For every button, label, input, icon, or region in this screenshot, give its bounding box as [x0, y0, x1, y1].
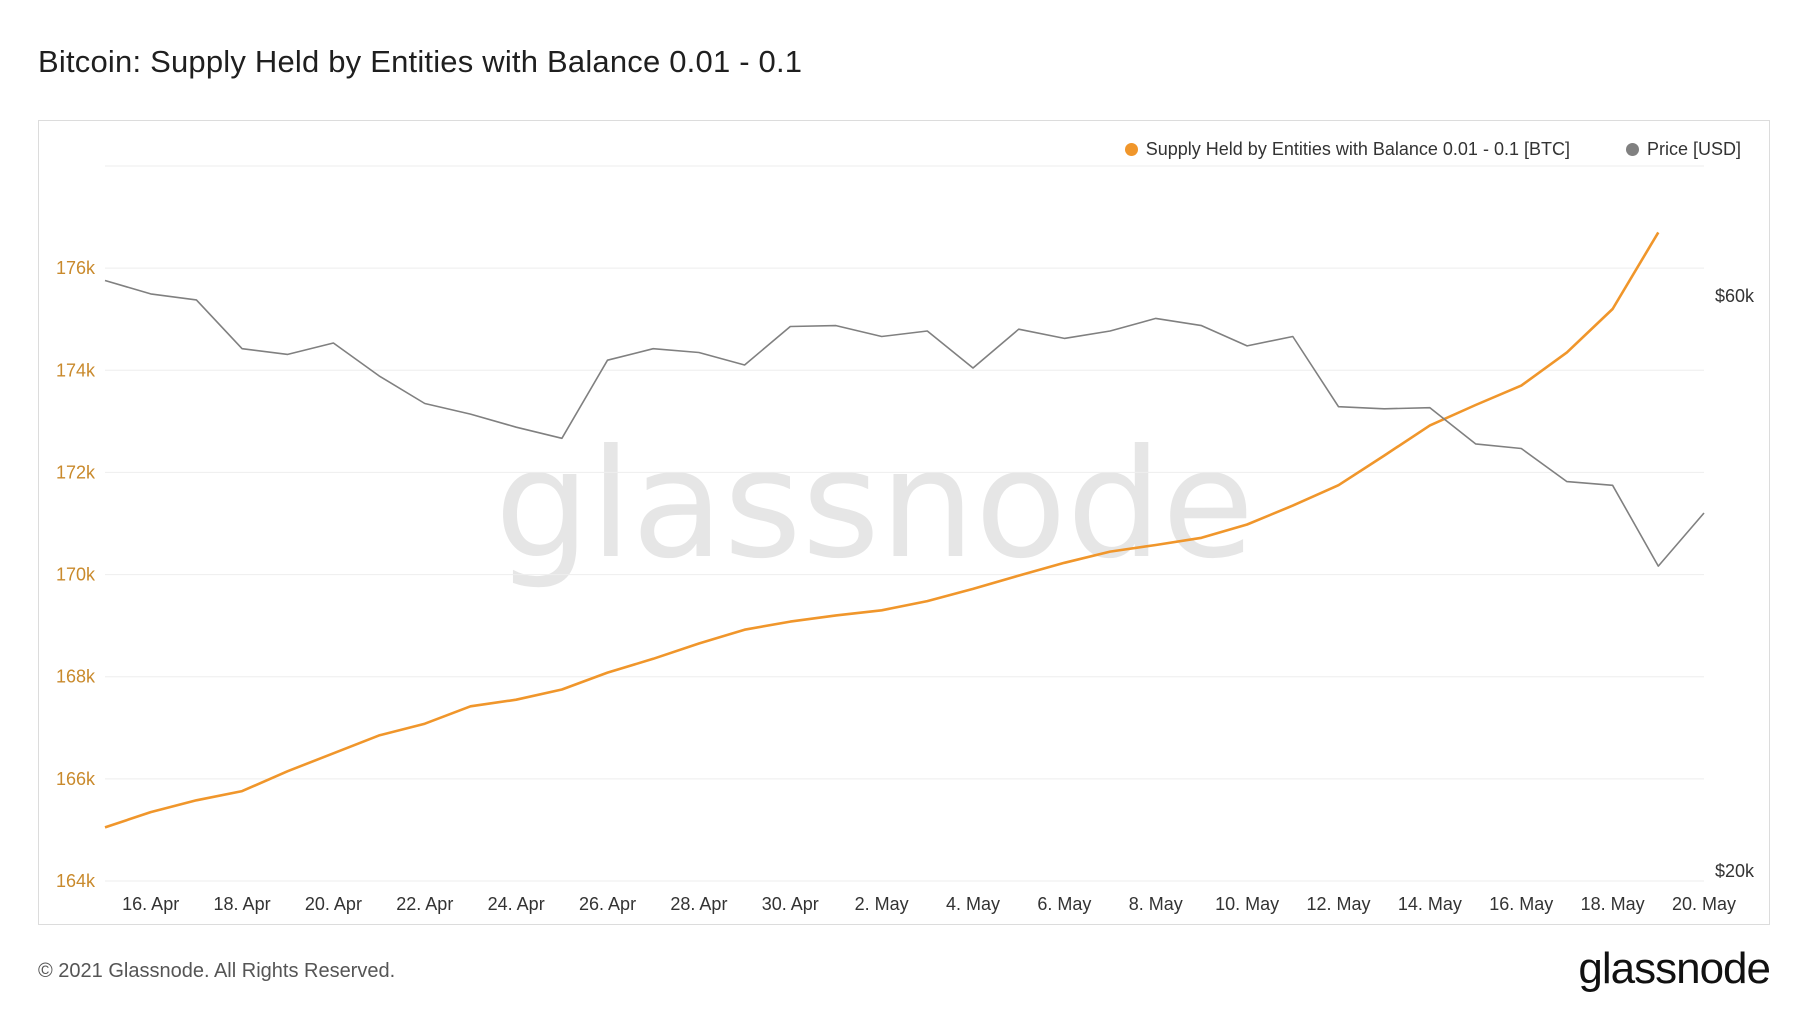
y-left-tick-label: 170k	[56, 565, 96, 585]
legend-item-supply[interactable]: Supply Held by Entities with Balance 0.0…	[1124, 139, 1570, 160]
page-title: Bitcoin: Supply Held by Entities with Ba…	[38, 44, 803, 79]
legend-label-price: Price [USD]	[1646, 139, 1741, 159]
chart-svg: glassnode 164k 166k 168k 170k 172k 174k 176k $20…	[56, 165, 1755, 914]
y-left-tick-label: 168k	[56, 667, 96, 687]
x-tick-label: 10. May	[1215, 894, 1279, 914]
copyright-text: © 2021 Glassnode. All Rights Reserved.	[38, 960, 396, 982]
x-tick-label: 18. Apr	[214, 894, 271, 914]
chart-frame: glassnode 164k 166k 168k 170k 172k 174k 176k $20…	[38, 120, 1770, 925]
series-line-supply	[104, 231, 1660, 829]
x-tick-label: 22. Apr	[396, 894, 453, 914]
y-right-tick-label: $20k	[1715, 861, 1755, 881]
series-line-price	[104, 279, 1705, 567]
x-tick-label: 4. May	[946, 894, 1000, 914]
x-tick-label: 18. May	[1581, 894, 1645, 914]
x-tick-label: 12. May	[1306, 894, 1370, 914]
x-tick-label: 16. Apr	[122, 894, 179, 914]
y-right-tick-label: $60k	[1715, 286, 1755, 306]
legend-item-price[interactable]: Price [USD]	[1625, 139, 1741, 160]
x-tick-label: 26. Apr	[579, 894, 636, 914]
x-tick-label: 6. May	[1037, 894, 1091, 914]
y-left-tick-label: 164k	[56, 871, 96, 891]
legend-swatch-supply	[1124, 143, 1138, 156]
x-tick-label: 8. May	[1129, 894, 1183, 914]
watermark-text: glassnode	[495, 418, 1254, 592]
x-tick-label: 2. May	[855, 894, 909, 914]
x-tick-label: 20. Apr	[305, 894, 362, 914]
x-tick-label: 28. Apr	[670, 894, 727, 914]
x-tick-label: 14. May	[1398, 894, 1462, 914]
x-tick-label: 30. Apr	[762, 894, 819, 914]
x-tick-label: 16. May	[1489, 894, 1553, 914]
y-left-tick-label: 176k	[56, 258, 96, 278]
x-tick-label: 20. May	[1672, 894, 1736, 914]
y-left-tick-label: 166k	[56, 769, 96, 789]
x-tick-label: 24. Apr	[488, 894, 545, 914]
chart-legend: Supply Held by Entities with Balance 0.0…	[1124, 139, 1741, 160]
glassnode-logo: glassnode	[1578, 944, 1771, 993]
y-left-tick-label: 172k	[56, 462, 96, 482]
legend-label-supply: Supply Held by Entities with Balance 0.0…	[1145, 139, 1570, 159]
y-left-tick-label: 174k	[56, 360, 96, 380]
legend-swatch-price	[1625, 143, 1639, 156]
